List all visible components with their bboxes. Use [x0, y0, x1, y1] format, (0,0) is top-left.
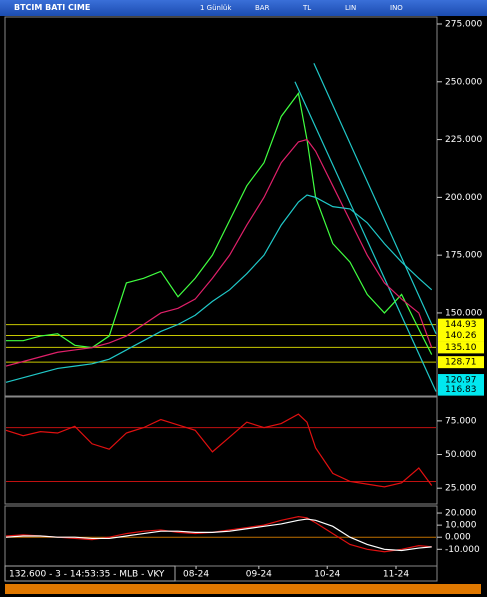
x-tick-label: 09-24 — [246, 570, 272, 580]
price-label-box — [438, 356, 484, 369]
mode-button[interactable]: INO — [390, 4, 403, 12]
toolbar: BTCIM BATI CIME 1 Günlük BAR TL LIN INO — [0, 0, 487, 16]
status-box — [4, 565, 176, 582]
x-tick-label: 08-24 — [183, 570, 209, 580]
price-label: 128.71 — [445, 358, 477, 368]
y-tick-label: 0.000 — [445, 533, 471, 543]
series-line — [5, 138, 433, 367]
price-panel-frame — [4, 16, 438, 397]
price-label-box — [438, 374, 484, 387]
rsi-panel-frame — [4, 396, 438, 505]
y-tick-label: 275.000 — [445, 20, 482, 30]
series-line — [5, 413, 433, 488]
period-button[interactable]: 1 Günlük — [200, 4, 232, 12]
y-tick-label: 25.000 — [445, 484, 477, 494]
y-tick-label: 150.000 — [445, 308, 482, 318]
symbol-title: BTCIM BATI CIME — [14, 3, 91, 12]
price-label: 144.93 — [445, 320, 477, 330]
status-text: 132.600 - 3 - 14:53:35 - MLB - VKY — [9, 570, 165, 580]
price-label-box — [438, 341, 484, 354]
y-tick-label: 225.000 — [445, 135, 482, 145]
y-tick-label: 175.000 — [445, 251, 482, 261]
y-tick-label: 10.000 — [445, 521, 477, 531]
series-line — [5, 518, 432, 552]
series-line — [6, 91, 433, 355]
price-label: 116.83 — [445, 385, 477, 395]
price-label: 140.26 — [445, 331, 477, 341]
trend-line — [313, 63, 437, 334]
y-tick-label: 200.000 — [445, 193, 482, 203]
trend-line — [294, 81, 437, 392]
x-tick-label: 11-24 — [383, 570, 409, 580]
y-tick-label: 50.000 — [445, 450, 477, 460]
y-tick-label: -10.000 — [445, 545, 480, 555]
x-tick-label: 10-24 — [314, 570, 340, 580]
currency-button[interactable]: TL — [303, 4, 312, 12]
series-line — [5, 516, 432, 553]
price-label: 120.97 — [445, 376, 477, 386]
price-label-box — [438, 329, 484, 342]
price-label: 135.10 — [445, 343, 477, 353]
price-label-box — [438, 383, 484, 396]
price-label-box — [438, 318, 484, 331]
y-tick-label: 75.000 — [445, 416, 477, 426]
macd-panel-frame — [4, 505, 438, 567]
scrollbar[interactable] — [5, 584, 481, 594]
y-tick-label: 20.000 — [445, 509, 477, 519]
style-button[interactable]: BAR — [255, 4, 270, 12]
y-tick-label: 250.000 — [445, 77, 482, 87]
series-line — [5, 194, 433, 383]
scale-button[interactable]: LIN — [345, 4, 357, 12]
